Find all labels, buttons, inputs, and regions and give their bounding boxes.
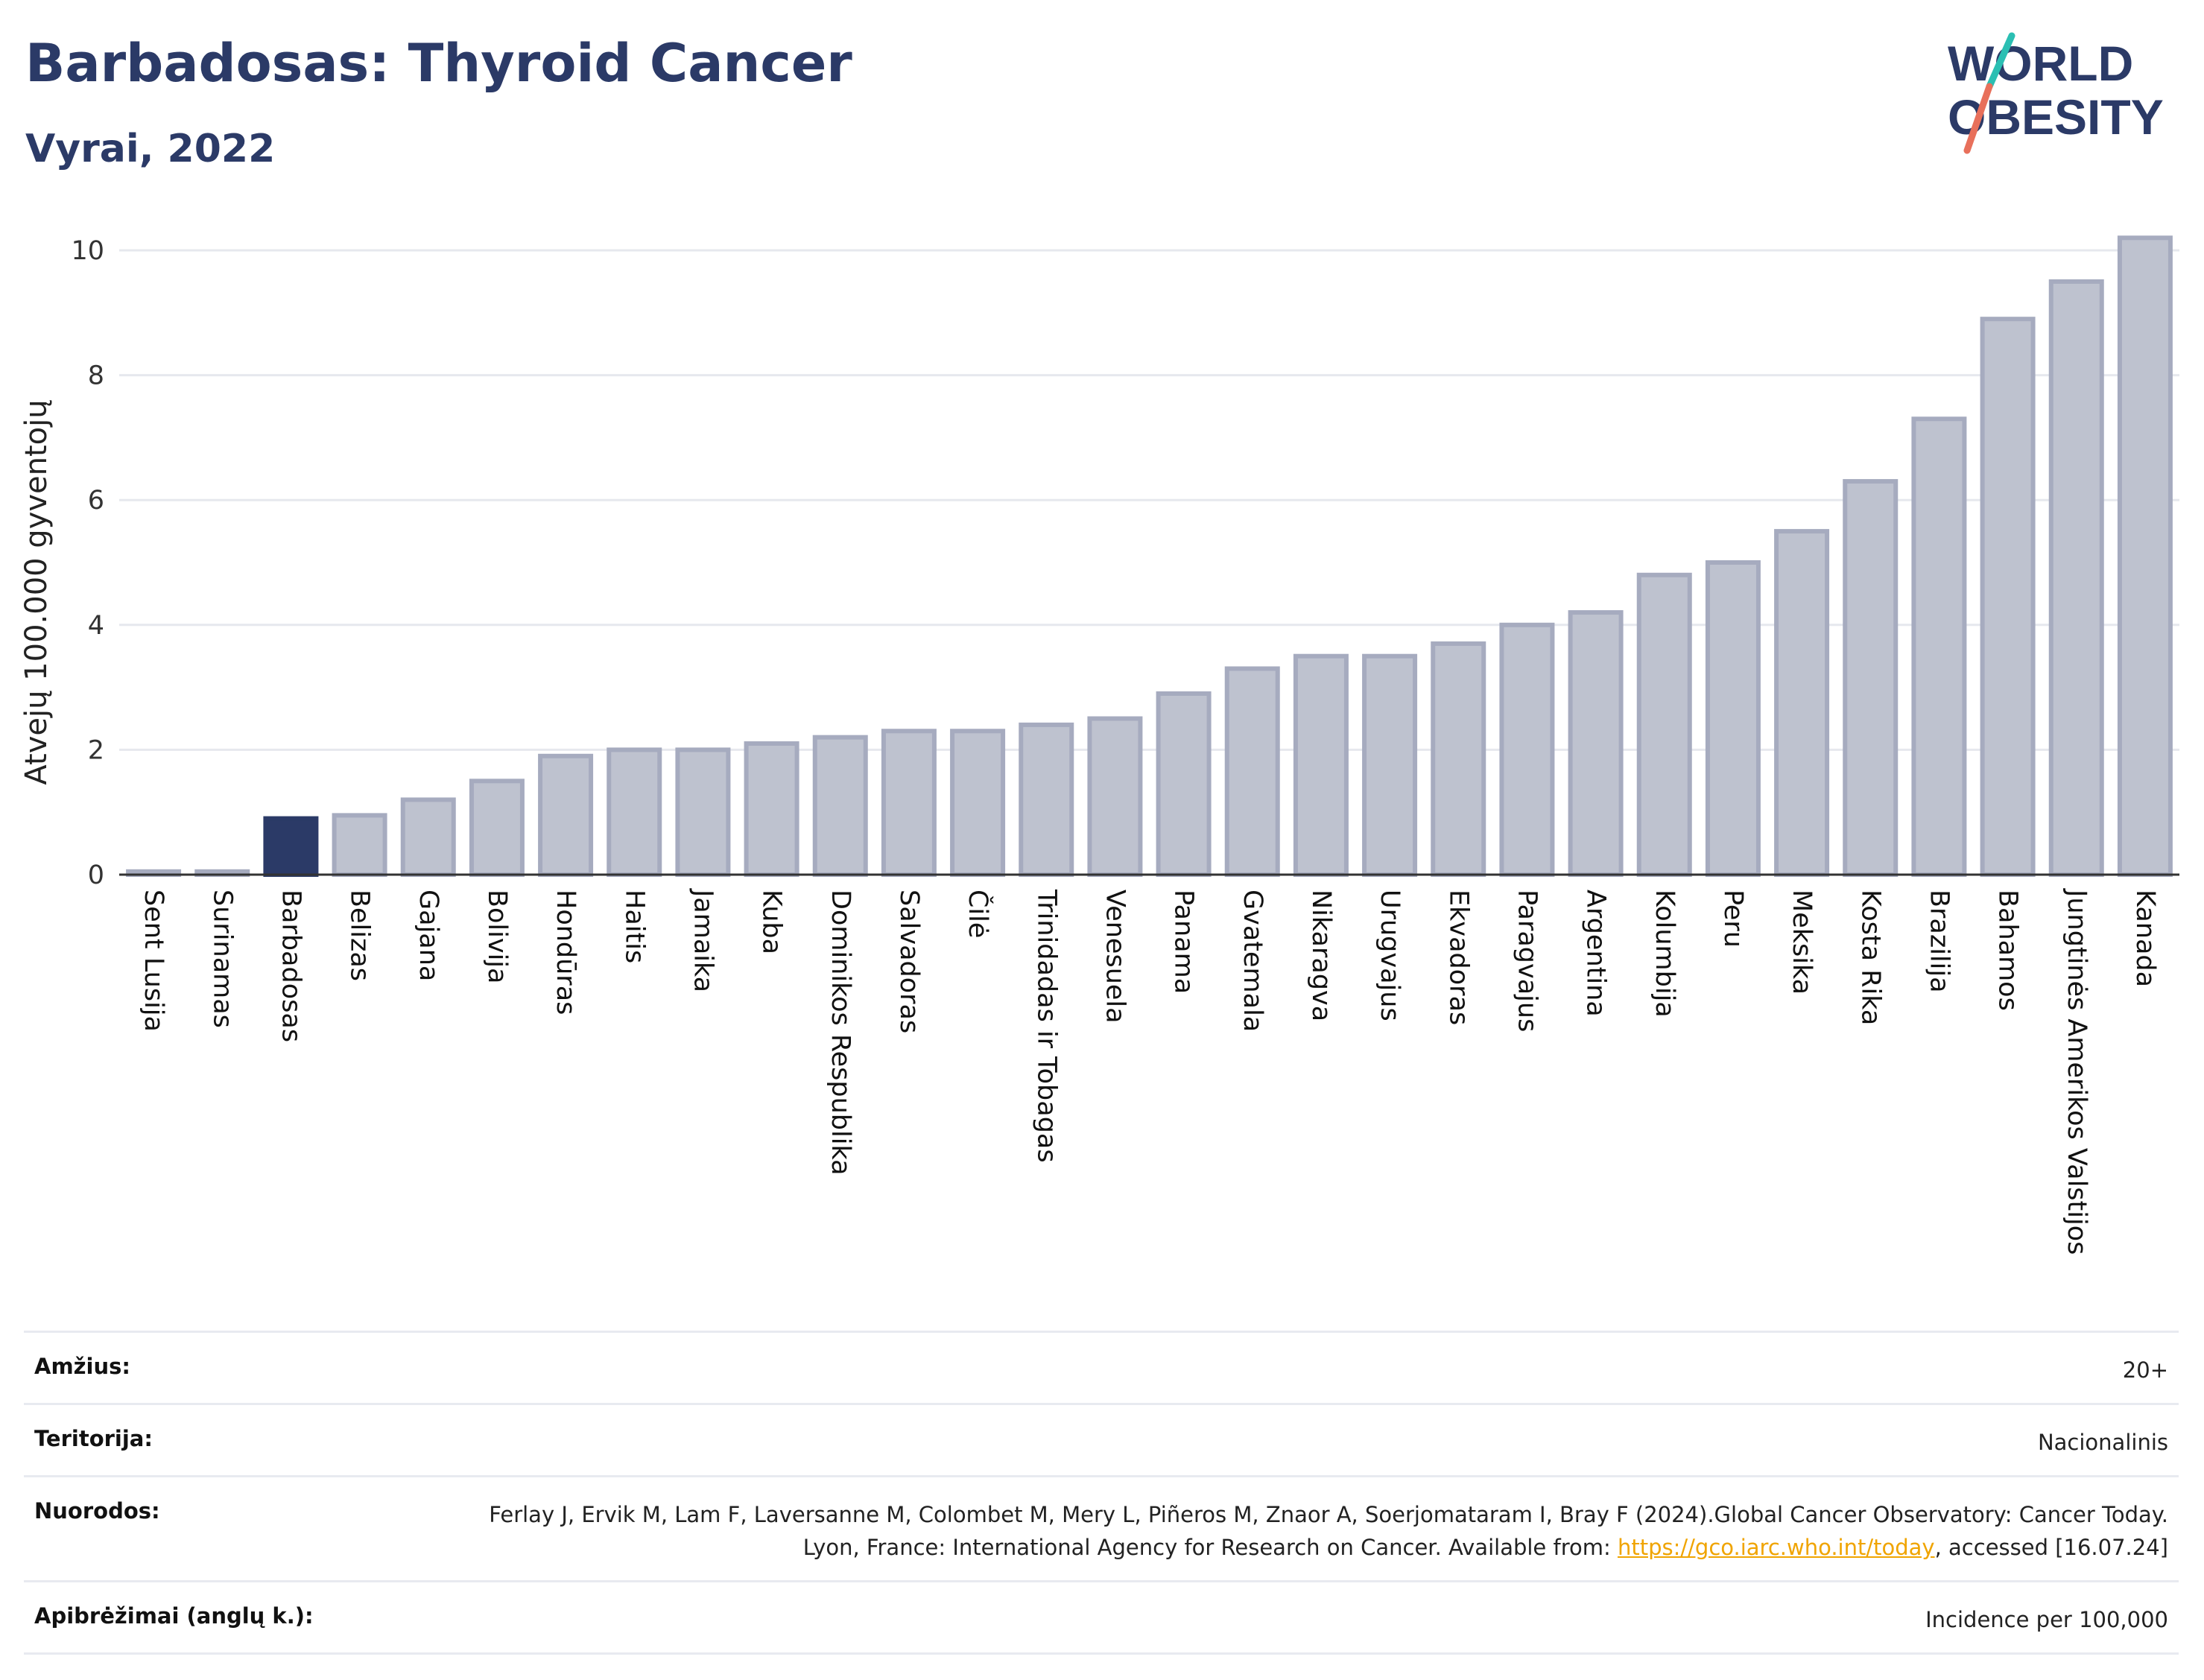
bar-ekvadoras [1431, 641, 1486, 877]
bar-peru [1705, 560, 1761, 877]
grid-lines [119, 249, 2179, 751]
chart-title: Barbadosas: Thyroid Cancer [25, 33, 852, 94]
meta-row-definitions: Apibrėžimai (anglų k.): Incidence per 10… [24, 1580, 2179, 1655]
x-tick-label: Meksika [1787, 890, 1817, 995]
x-tick-label: Surinamas [207, 890, 237, 1028]
x-tick-label: Gvatemala [1238, 890, 1267, 1032]
bar-salvadoras [881, 729, 937, 878]
x-tick-label: Kolumbija [1650, 890, 1679, 1018]
x-tick-label: Čilė [963, 890, 994, 938]
y-tick-label: 0 [88, 860, 104, 890]
y-tick-label: 6 [88, 486, 104, 516]
x-tick-label: Brazilija [1924, 890, 1954, 993]
logo-slash-bottom [1963, 83, 1993, 154]
x-tick-label: Venesuela [1100, 890, 1130, 1024]
definitions-value: Incidence per 100,000 [1925, 1607, 2168, 1632]
x-tick-label: Belizas [345, 890, 375, 981]
bar-bahamos [1980, 317, 2036, 877]
bar-jamaika [675, 747, 731, 878]
bar-gajana [400, 797, 456, 877]
x-tick-label: Dominikos Respublika [826, 890, 855, 1176]
territory-value: Nacionalinis [2037, 1430, 2168, 1455]
bar-gvatemala [1224, 666, 1280, 878]
age-value: 20+ [2122, 1357, 2168, 1383]
bar-argentina [1568, 610, 1624, 877]
bar-haitis [607, 747, 662, 878]
x-tick-label: Ekvadoras [1443, 890, 1473, 1025]
bar-dominikos-respublika [812, 735, 868, 878]
bar-čilė [950, 729, 1006, 878]
meta-row-territory: Teritorija: Nacionalinis [24, 1403, 2179, 1475]
bar-brazilija [1911, 416, 1967, 877]
x-axis-ticks: Sent Lusija Surinamas Barbadosas Belizas Gaj… [139, 888, 2160, 1255]
x-tick-label: Kosta Rika [1855, 890, 1885, 1025]
bar-kanada [2117, 235, 2173, 877]
bar-paragvajus [1499, 622, 1555, 877]
x-tick-label: Jamaika [688, 888, 718, 992]
bar-barbadosas [263, 816, 319, 877]
bar-kuba [744, 741, 799, 878]
y-tick-label: 2 [88, 735, 104, 765]
logo-slash-top [1986, 32, 2015, 90]
meta-row-references: Nuorodos: Ferlay J, Ervik M, Lam F, Lave… [24, 1475, 2179, 1580]
x-tick-label: Barbadosas [276, 890, 305, 1042]
x-tick-label: Bahamos [1993, 890, 2023, 1011]
bar-panama [1156, 691, 1212, 877]
x-tick-label: Gajana [414, 890, 443, 981]
references-link[interactable]: https://gco.iarc.who.int/today [1617, 1535, 1935, 1560]
x-tick-label: Panama [1169, 890, 1199, 994]
metadata-table: Amžius: 20+ Teritorija: Nacionalinis Nuo… [24, 1331, 2179, 1655]
bar-urugvajus [1362, 653, 1418, 877]
references-value: Ferlay J, Ervik M, Lam F, Laversanne M, … [469, 1498, 2168, 1564]
x-tick-label: Hondūras [551, 890, 580, 1015]
age-label: Amžius: [34, 1354, 130, 1379]
x-tick-label: Sent Lusija [139, 890, 168, 1032]
bar-chart: 0 2 4 6 8 10 Sent Lusija Surinamas Barbadosas Be… [19, 235, 2179, 1255]
bar-meksika [1774, 529, 1830, 877]
x-tick-label: Peru [1718, 890, 1748, 948]
definitions-label: Apibrėžimai (anglų k.): [34, 1603, 314, 1629]
y-tick-label: 10 [71, 236, 104, 266]
world-obesity-logo: WORLD OBESITY [1948, 32, 2164, 154]
bar-bolivija [469, 779, 525, 878]
x-tick-label: Nikaragva [1306, 890, 1336, 1021]
x-tick-label: Haitis [619, 890, 649, 963]
x-tick-label: Salvadoras [894, 890, 924, 1033]
bar-venesuela [1087, 716, 1143, 877]
x-tick-label: Kuba [757, 890, 787, 954]
y-axis-ticks: 0 2 4 6 8 10 [71, 236, 104, 890]
y-tick-label: 8 [88, 361, 104, 391]
bars [126, 235, 2173, 878]
x-tick-label: Argentina [1581, 890, 1611, 1017]
bar-kolumbija [1636, 572, 1692, 877]
bar-nikaragva [1293, 653, 1349, 877]
references-text: Ferlay J, Ervik M, Lam F, Laversanne M, … [489, 1502, 2168, 1560]
chart-subtitle: Vyrai, 2022 [25, 127, 276, 171]
logo-text-world: WORLD [1948, 36, 2133, 91]
bar-trinidadas-ir-tobagas [1019, 722, 1074, 877]
y-axis-label: Atvejų 100.000 gyventojų [19, 399, 54, 784]
x-tick-label: Urugvajus [1375, 890, 1405, 1021]
x-tick-label: Trinidadas ir Tobagas [1031, 889, 1061, 1163]
x-tick-label: Bolivija [482, 890, 512, 983]
x-tick-label: Paragvajus [1512, 890, 1542, 1032]
references-label: Nuorodos: [34, 1498, 160, 1524]
territory-label: Teritorija: [34, 1426, 153, 1451]
bar-hondūras [538, 753, 594, 878]
x-tick-label: Jungtinės Amerikos Valstijos [2062, 888, 2091, 1255]
bar-belizas [332, 813, 387, 878]
y-tick-label: 4 [88, 611, 104, 641]
x-tick-label: Kanada [2130, 890, 2160, 987]
bar-kosta-rika [1843, 479, 1899, 877]
references-accessed: , accessed [16.07.24] [1934, 1535, 2168, 1560]
bar-jungtinės-amerikos-valstijos [2048, 279, 2104, 877]
meta-row-age: Amžius: 20+ [24, 1331, 2179, 1403]
